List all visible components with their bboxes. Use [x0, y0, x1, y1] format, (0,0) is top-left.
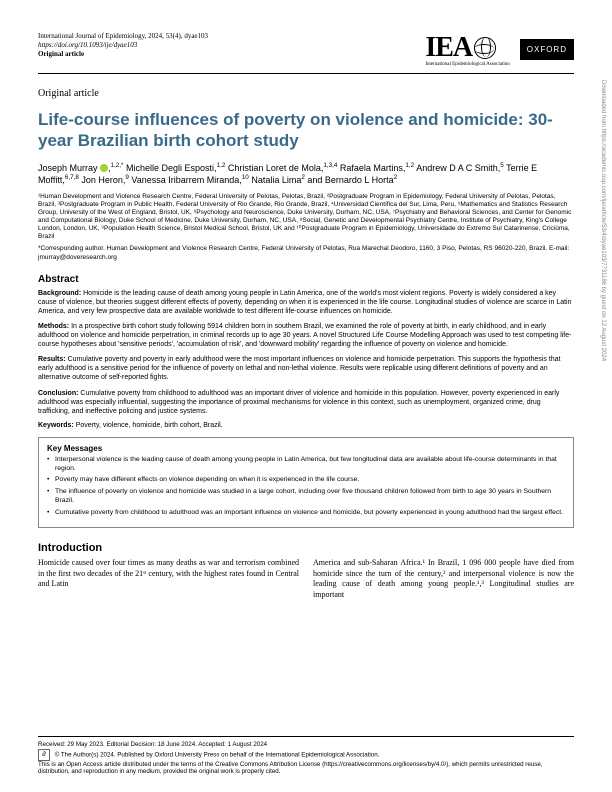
article-title: Life-course influences of poverty on vio…: [38, 109, 574, 152]
key-messages-heading: Key Messages: [47, 444, 565, 453]
received-line: Received: 29 May 2023. Editorial Decisio…: [38, 741, 574, 749]
keywords: Keywords: Poverty, violence, homicide, b…: [38, 422, 574, 429]
abstract-background: Background: Homicide is the leading caus…: [38, 289, 574, 316]
abstract-results: Results: Cumulative poverty and poverty …: [38, 355, 574, 382]
intro-col-1: Homicide caused over four times as many …: [38, 558, 299, 601]
iea-logo: IEA International Epidemiological Associ…: [425, 32, 509, 67]
introduction-heading: Introduction: [38, 542, 574, 554]
key-messages-list: Interpersonal violence is the leading ca…: [47, 456, 565, 518]
type-small: Original article: [38, 50, 208, 59]
key-message-item: The influence of poverty on violence and…: [47, 488, 565, 506]
key-message-item: Interpersonal violence is the leading ca…: [47, 456, 565, 474]
download-sidetext: Downloaded from https://academic.oup.com…: [600, 80, 606, 361]
key-message-item: Poverty may have different effects on vi…: [47, 476, 565, 485]
affiliations: ¹Human Development and Violence Research…: [38, 193, 574, 242]
abstract-methods: Methods: In a prospective birth cohort s…: [38, 322, 574, 349]
introduction-body: Homicide caused over four times as many …: [38, 558, 574, 601]
abstract-conclusion: Conclusion: Cumulative poverty from chil…: [38, 389, 574, 416]
key-messages-box: Key Messages Interpersonal violence is t…: [38, 437, 574, 528]
iea-subtext: International Epidemiological Associatio…: [425, 62, 509, 67]
authors: Joseph Murray ,1,2,* Michelle Degli Espo…: [38, 162, 574, 187]
footer: Received: 29 May 2023. Editorial Decisio…: [38, 736, 574, 776]
corresponding-author: *Corresponding author. Human Development…: [38, 245, 574, 261]
header: International Journal of Epidemiology, 2…: [38, 32, 574, 74]
abstract-heading: Abstract: [38, 274, 574, 285]
journal-line: International Journal of Epidemiology, 2…: [38, 32, 208, 41]
journal-meta: International Journal of Epidemiology, 2…: [38, 32, 208, 59]
doi: https://doi.org/10.1093/ije/dyae103: [38, 41, 208, 50]
globe-icon: [474, 37, 496, 59]
oa-icon: ∂: [38, 749, 50, 761]
oxford-logo: OXFORD: [520, 39, 574, 60]
logos: IEA International Epidemiological Associ…: [425, 32, 574, 67]
intro-col-2: America and sub-Saharan Africa.¹ In Braz…: [313, 558, 574, 601]
copyright-line: ∂ © The Author(s) 2024. Published by Oxf…: [38, 749, 574, 761]
article-type: Original article: [38, 88, 574, 99]
key-message-item: Cumulative poverty from childhood to adu…: [47, 509, 565, 518]
license-line: This is an Open Access article distribut…: [38, 761, 574, 777]
